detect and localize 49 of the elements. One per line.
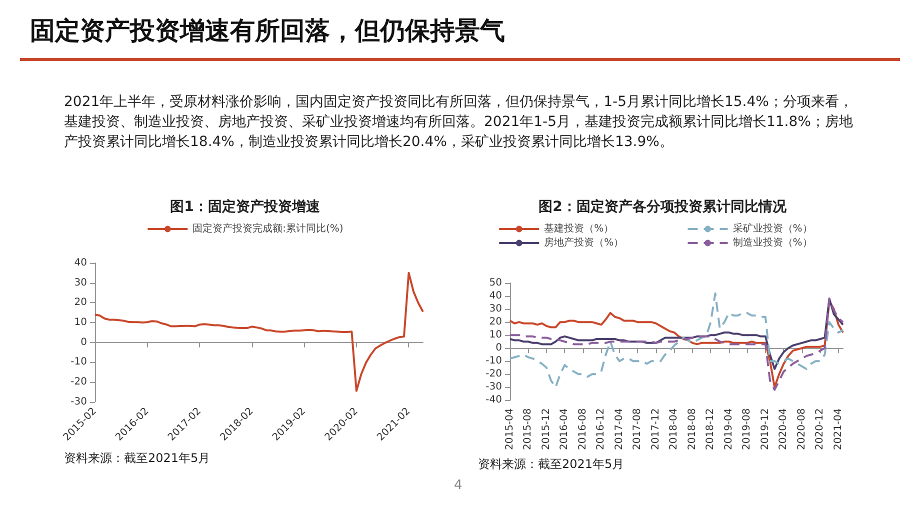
- text: 4: [454, 478, 462, 493]
- y-tick-label: 30: [489, 304, 502, 315]
- y-tick-label: 20: [74, 297, 87, 308]
- legend-label: 制造业投资（%）: [732, 236, 812, 248]
- x-tick-label: 2018-12: [705, 408, 716, 450]
- x-tick-label: 2019-12: [760, 408, 771, 450]
- y-tick-label: 20: [489, 316, 502, 328]
- legend-label: 固定资产投资完成额:累计同比(%): [192, 222, 344, 234]
- y-tick-label: -10: [70, 356, 87, 368]
- chart-title: 图2：固定资产各分项投资累计同比情况: [538, 198, 788, 215]
- x-tick-label: 2021-04: [832, 408, 844, 450]
- y-tick-label: 0: [496, 342, 502, 354]
- x-tick-label: 2017-04: [614, 408, 625, 450]
- x-tick-label: 2016-04: [559, 408, 570, 450]
- y-tick-label: -30: [486, 382, 502, 393]
- y-tick-label: -40: [486, 394, 502, 406]
- x-tick-label: 2017-12: [650, 408, 662, 450]
- y-tick-label: 40: [489, 290, 502, 302]
- x-tick-label: 2015-04: [504, 408, 516, 450]
- y-tick-label: 0: [80, 336, 87, 348]
- y-tick-label: 50: [489, 278, 502, 288]
- x-tick-label: 2015-12: [540, 408, 552, 450]
- y-tick-label: -20: [486, 368, 502, 380]
- x-tick-label: 2016-08: [577, 408, 588, 450]
- x-tick-label: 2019-08: [742, 408, 753, 450]
- x-tick-label: 2020-08: [796, 408, 808, 450]
- x-tick-label: 2020-12: [814, 408, 826, 450]
- y-tick-label: 40: [74, 258, 87, 268]
- y-tick-label: 30: [74, 277, 87, 288]
- y-tick-label: 10: [74, 316, 87, 328]
- y-tick-label: -20: [70, 376, 87, 388]
- x-tick-label: 2018-08: [686, 408, 698, 450]
- x-tick-label: 2020-04: [778, 408, 790, 450]
- text: 资料来源：截至2021年5月: [478, 456, 624, 473]
- x-tick-label: 2019-04: [723, 408, 734, 450]
- legend-label: 采矿业投资（%）: [732, 222, 812, 234]
- text: 固定资产投资增速有所回落，但仍保持景气: [30, 15, 505, 47]
- legend-label: 基建投资（%）: [544, 222, 614, 234]
- chart-title: 图1：固定资产投资增速: [170, 198, 321, 215]
- y-tick-label: -30: [70, 396, 87, 408]
- text: 2021年上半年，受原材料涨价影响，国内固定资产投资同比有所回落，但仍保持景气，1-5月累计同比增长15.4%；分项来看，基建投资、制造业投资、房地产投资、采矿业投资增速均有所回落。2021年1-5月，基建投资完成额累计同比增长11.8%；房地产投资累计同比增长18.4%，制造业投资累计同比增长20.4%，采矿业投资累计同比增长13.9%。: [64, 93, 854, 152]
- x-tick-label: 2015-08: [522, 408, 534, 450]
- legend-label: 房地产投资（%）: [544, 236, 624, 248]
- y-tick-label: 10: [489, 330, 502, 341]
- text: 资料来源：截至2021年5月: [64, 450, 210, 467]
- y-tick-label: -10: [486, 356, 502, 367]
- x-tick-label: 2016-12: [596, 408, 607, 450]
- x-tick-label: 2018-04: [668, 408, 680, 450]
- x-tick-label: 2017-08: [632, 408, 644, 450]
